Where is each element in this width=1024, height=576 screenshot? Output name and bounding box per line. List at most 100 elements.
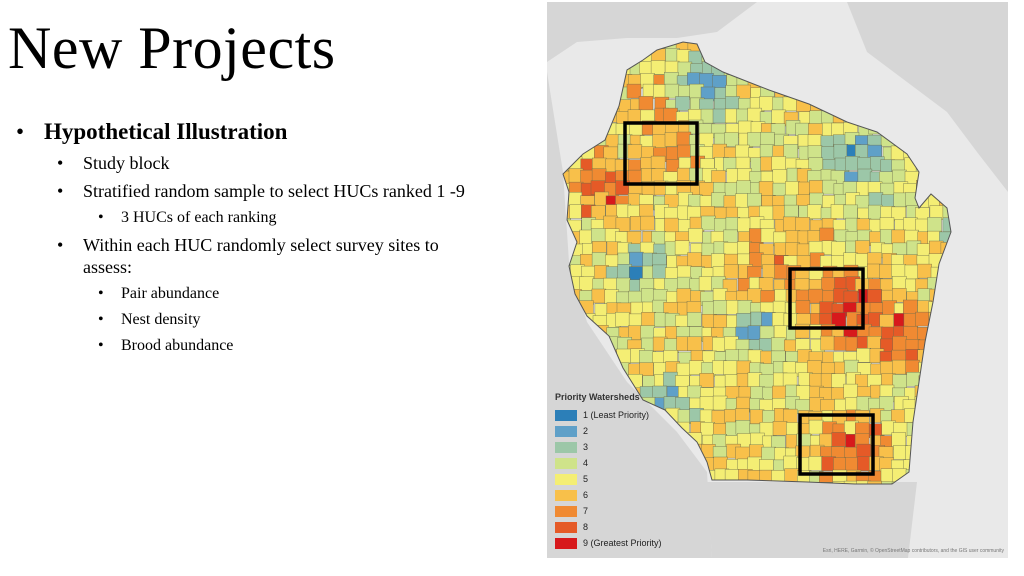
legend-item: 3: [555, 439, 685, 455]
watershed-cell: [639, 215, 655, 231]
watershed-cell: [652, 133, 667, 149]
watershed-cell: [736, 313, 751, 328]
watershed-cell: [713, 300, 728, 315]
watershed-cell: [807, 145, 823, 160]
watershed-cell: [903, 299, 918, 315]
watershed-cell: [843, 204, 858, 220]
watershed-cell: [701, 215, 716, 231]
watershed-cell: [833, 457, 848, 472]
watershed-cell: [615, 312, 630, 327]
watershed-cell: [591, 228, 606, 243]
slide-title: New Projects: [8, 15, 336, 81]
watershed-cell: [856, 480, 871, 484]
legend-swatch: [555, 473, 577, 485]
watershed-cell: [650, 60, 666, 75]
watershed-cell: [638, 96, 654, 111]
watershed-cell: [868, 192, 884, 207]
watershed-cell: [831, 373, 846, 388]
watershed-map: [547, 2, 1008, 558]
watershed-cell: [639, 350, 654, 365]
watershed-cell: [723, 264, 739, 279]
watershed-cell: [843, 480, 859, 484]
watershed-cell: [748, 444, 764, 459]
watershed-cell: [830, 204, 846, 219]
watershed-cell: [687, 252, 702, 267]
legend-label: 8: [583, 522, 589, 532]
watershed-cell: [855, 240, 870, 255]
study-block-northwest: [623, 121, 699, 186]
watershed-cell: [891, 432, 906, 447]
watershed-cell: [579, 276, 594, 291]
bullet-text: Pair abundance: [121, 285, 220, 302]
watershed-cell: [843, 252, 858, 268]
watershed-cell: [772, 421, 788, 436]
watershed-cell: [699, 373, 714, 388]
bullet-text: Nest density: [121, 311, 201, 328]
watershed-cell: [772, 169, 788, 184]
watershed-cell: [749, 409, 765, 424]
watershed-cell: [687, 385, 702, 401]
watershed-cell: [628, 169, 643, 185]
watershed-cell: [674, 240, 690, 255]
watershed-cell: [868, 204, 883, 220]
legend-label: 1 (Least Priority): [583, 410, 650, 420]
watershed-cell: [676, 362, 692, 378]
watershed-cell: [879, 314, 894, 329]
watershed-cell: [783, 143, 799, 159]
watershed-cell: [856, 443, 871, 459]
neighbor-land-north: [547, 2, 757, 62]
watershed-cell: [782, 408, 798, 424]
watershed-cell: [688, 228, 703, 243]
watershed-cell: [641, 312, 656, 327]
bullet-text: Within each HUC randomly select survey s…: [83, 235, 439, 277]
watershed-cell: [808, 288, 823, 304]
legend-swatch: [555, 489, 577, 501]
legend-item: 1 (Least Priority): [555, 407, 685, 423]
bullet-hypothetical-illustration: • Hypothetical Illustration: [16, 119, 288, 144]
watershed-cell: [785, 181, 800, 196]
watershed-cell: [713, 314, 728, 330]
legend-item: 5: [555, 471, 685, 487]
watershed-cell: [735, 420, 751, 435]
watershed-cell: [760, 228, 776, 243]
watershed-cell: [783, 455, 799, 471]
watershed-cell: [747, 192, 762, 208]
watershed-cell: [747, 132, 762, 147]
watershed-cell: [735, 144, 750, 160]
legend-label: 3: [583, 442, 589, 452]
legend-label: 4: [583, 458, 589, 468]
watershed-cell: [807, 204, 822, 219]
neighbor-land-south: [707, 482, 917, 558]
legend-item: 9 (Greatest Priority): [555, 535, 685, 551]
watershed-cells: [563, 42, 951, 484]
watershed-cell: [832, 481, 848, 484]
watershed-cell: [892, 359, 907, 375]
bullet-within-each-huc: • Within each HUC randomly select survey …: [57, 235, 439, 277]
watershed-cell: [771, 109, 786, 125]
watershed-cell: [675, 96, 690, 111]
legend-title: Priority Watersheds: [555, 392, 640, 402]
legend-label: 2: [583, 426, 589, 436]
watershed-cell: [603, 215, 618, 231]
watershed-cell: [855, 195, 870, 210]
bullet-text: 3 HUCs of each ranking: [121, 209, 277, 226]
bullet-text: Hypothetical Illustration: [44, 119, 288, 144]
map-attribution: Esri, HERE, Garmin, © OpenStreetMap cont…: [822, 548, 1004, 554]
watershed-cell: [831, 432, 846, 447]
watershed-cell: [640, 325, 655, 340]
watershed-cell: [843, 383, 858, 399]
legend-swatch: [555, 537, 577, 549]
watershed-cell: [760, 131, 775, 147]
watershed-cell: [892, 336, 907, 351]
bullet-pair-abundance: • Pair abundance: [98, 285, 220, 302]
bullet-brood-abundance: • Brood abundance: [98, 337, 234, 354]
watershed-cell: [712, 108, 728, 124]
watershed-cell: [867, 289, 882, 304]
legend-items: 1 (Least Priority) 2 3 4 5 6 7 8 9 (Greatest Pri…: [555, 407, 685, 551]
bullet-list: • Hypothetical Illustration • Study block …: [10, 118, 480, 356]
watershed-cell: [821, 146, 836, 161]
map-svg: [547, 2, 1008, 558]
bullet-text: Study block: [83, 153, 170, 173]
watershed-cell: [724, 132, 739, 147]
